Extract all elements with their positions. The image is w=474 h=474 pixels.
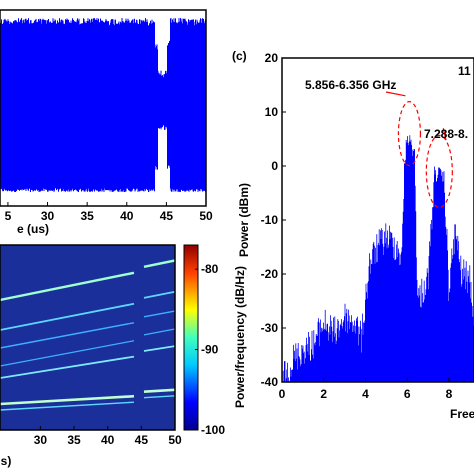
chirp-trace [0, 401, 135, 411]
x-tick-label: 50 [199, 209, 213, 223]
chirp-trace [143, 328, 175, 336]
chirp-trace [0, 340, 135, 367]
colorbar-label: Power/frequency (dB/Hz) [233, 266, 247, 408]
colorbar-tick-label: -80 [201, 262, 219, 276]
panel-label: (c) [232, 49, 247, 63]
x-tick-label: 45 [135, 433, 149, 447]
colorbar [183, 244, 199, 431]
chirp-trace [0, 394, 135, 406]
x-axis-label: Free [450, 407, 474, 421]
chirp-trace [0, 355, 135, 379]
y-tick-label: -20 [261, 267, 279, 281]
x-tick-label: 50 [168, 433, 182, 447]
chirp-trace [143, 345, 175, 352]
x-tick-label: 30 [41, 209, 55, 223]
colorbar-tick-label: -100 [201, 423, 225, 437]
chirp-trace [143, 310, 175, 318]
x-tick-label: 40 [101, 433, 115, 447]
waveform-panel: 5 30 35 40 45 50 e (us) [0, 9, 213, 236]
x-tick-label: 0 [279, 387, 286, 401]
spectrogram-image [0, 245, 175, 430]
chirp-trace [143, 259, 175, 268]
spectrum-bars [282, 135, 474, 382]
highlight-ellipse [397, 101, 422, 167]
annotation-label: 7.288-8. [424, 127, 468, 141]
x-axis-label: s) [1, 454, 12, 468]
x-tick-label: 8 [446, 387, 453, 401]
x-tick-label: 4 [362, 387, 369, 401]
colorbar-tick-label: -90 [201, 343, 219, 357]
x-tick-label: 40 [120, 209, 134, 223]
chirp-trace [0, 322, 135, 349]
annotation-arrow [385, 91, 406, 97]
waveform-frame [0, 9, 207, 207]
highlight-ellipse [425, 134, 453, 208]
x-tick-label: 30 [34, 433, 48, 447]
annotation-label: 11 [458, 64, 471, 78]
y-tick-label: -40 [261, 375, 279, 389]
chirp-trace [143, 290, 175, 299]
spectrum-fill [282, 135, 474, 382]
x-tick-label: 6 [404, 387, 411, 401]
chirp-trace [0, 271, 135, 302]
y-tick-label: 10 [265, 105, 279, 119]
chirp-trace [0, 302, 135, 331]
waveform-trace [0, 18, 206, 192]
y-axis-label: Power (dBm) [237, 183, 251, 257]
waveform-fill [0, 18, 206, 192]
x-tick-label: 35 [80, 209, 94, 223]
y-tick-label: 20 [265, 51, 279, 65]
y-tick-label: -30 [261, 321, 279, 335]
spectrogram-gap [134, 245, 142, 430]
y-tick-label: -10 [261, 213, 279, 227]
annotation-arrow [442, 128, 447, 141]
x-tick-label: 35 [67, 433, 81, 447]
x-axis-label: e (us) [17, 222, 49, 236]
chirp-trace [143, 388, 175, 393]
annotation-label: 5.856-6.356 GHz [305, 78, 396, 92]
spectrogram-panel: 30 35 40 45 50 s) -80 -90 -100 Power/frequency (d… [0, 244, 247, 468]
spectrogram-frame [0, 244, 176, 431]
y-tick-label: 0 [271, 159, 278, 173]
x-tick-label: 2 [320, 387, 327, 401]
x-tick-label: 5 [5, 209, 12, 223]
chirp-trace [143, 395, 175, 399]
x-tick-label: 45 [160, 209, 174, 223]
